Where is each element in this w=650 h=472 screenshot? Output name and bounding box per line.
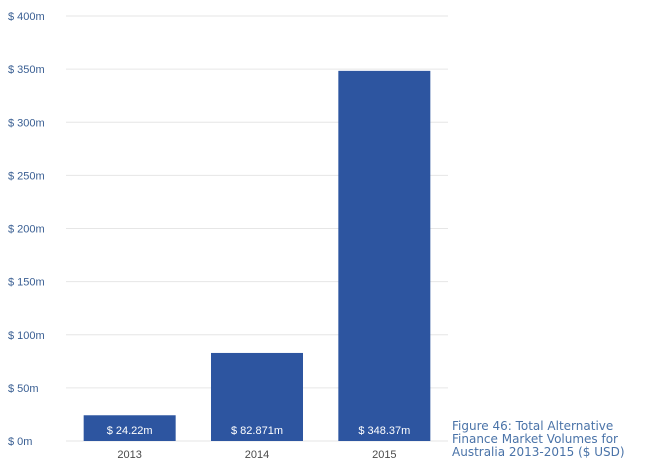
y-tick-label: $ 250m — [8, 170, 45, 182]
y-tick-label: $ 0m — [8, 436, 32, 448]
bar — [211, 352, 303, 441]
y-tick-label: $ 350m — [8, 64, 45, 76]
x-tick-label: 2013 — [117, 449, 141, 461]
caption-line-1: Figure 46: Total Alternative — [452, 419, 614, 433]
x-tick-label: 2015 — [372, 449, 396, 461]
data-label: $ 82.871m — [231, 425, 283, 437]
caption-line-2: Finance Market Volumes for — [452, 432, 618, 446]
y-tick-label: $ 400m — [8, 11, 45, 23]
bar — [83, 415, 176, 441]
x-tick-label: 2014 — [245, 449, 269, 461]
y-tick-label: $ 100m — [8, 330, 45, 342]
data-label: $ 24.22m — [107, 425, 153, 437]
y-tick-label: $ 200m — [8, 224, 45, 236]
figure-caption: Figure 46: Total Alternative Finance Mar… — [452, 420, 648, 459]
y-tick-label: $ 150m — [8, 277, 45, 289]
y-tick-label: $ 300m — [8, 117, 45, 129]
bar — [338, 70, 431, 441]
data-label: $ 348.37m — [358, 425, 410, 437]
y-tick-label: $ 50m — [8, 383, 39, 395]
caption-line-3: Australia 2013-2015 ($ USD) — [452, 445, 625, 459]
